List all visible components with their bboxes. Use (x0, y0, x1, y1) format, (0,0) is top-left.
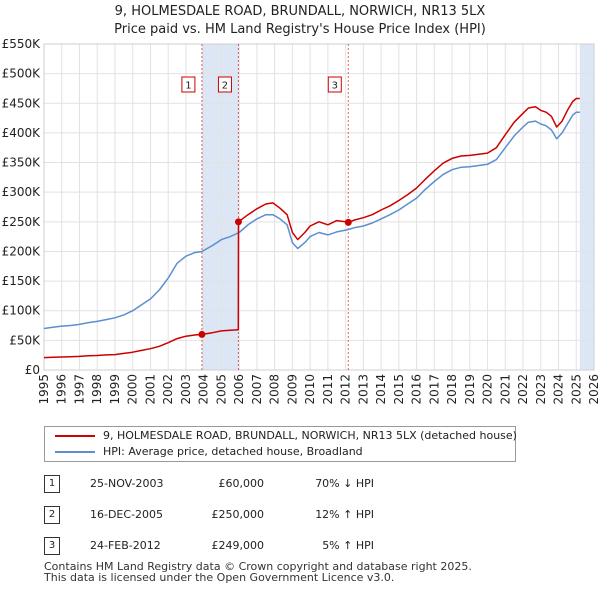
y-tick-label: £400K (2, 126, 42, 140)
sale-point (234, 218, 242, 226)
legend-swatch-hpi (55, 451, 95, 453)
transaction-hpi: 5% ↑ HPI (322, 539, 374, 552)
shaded-region (201, 44, 239, 370)
title-line-1: 9, HOLMESDALE ROAD, BRUNDALL, NORWICH, N… (114, 4, 486, 19)
footer-line-2: This data is licensed under the Open Gov… (44, 571, 395, 584)
marker-box (181, 76, 196, 93)
marker-label: 2 (222, 81, 228, 92)
legend: 9, HOLMESDALE ROAD, BRUNDALL, NORWICH, N… (44, 426, 517, 462)
x-tick-label: 2010 (303, 374, 317, 405)
plot-border (43, 43, 595, 371)
x-tick-label: 2020 (481, 374, 495, 405)
x-tick-label: 2005 (214, 374, 228, 405)
x-tick-label: 2004 (197, 374, 211, 405)
marker-label: 3 (332, 81, 338, 92)
footer-line-1: Contains HM Land Registry data © Crown c… (44, 560, 472, 573)
y-tick-label: £450K (2, 96, 42, 110)
x-tick-label: 1997 (72, 374, 86, 405)
transaction-hpi: 12% ↑ HPI (315, 508, 374, 521)
legend-label-property: 9, HOLMESDALE ROAD, BRUNDALL, NORWICH, N… (103, 429, 517, 442)
sale-point (198, 330, 206, 338)
x-tick-label: 1996 (55, 374, 69, 405)
transaction-price: £60,000 (218, 477, 265, 490)
x-tick-label: 2001 (143, 374, 157, 405)
y-tick-label: £200K (2, 244, 42, 258)
price-chart: £0 £50K £100K £150K £200K £250K £300K £350K £400… (2, 37, 600, 405)
x-tick-label: 2009 (285, 374, 299, 405)
transaction-date: 24-FEB-2012 (90, 539, 161, 552)
plot-area (44, 44, 594, 370)
y-tick-label: £100K (2, 304, 42, 318)
sale-point (344, 218, 352, 226)
transaction-price: £249,000 (211, 539, 265, 552)
transaction-date: 16-DEC-2005 (90, 508, 164, 521)
x-tick-label: 2007 (250, 374, 264, 405)
x-tick-label: 2022 (516, 374, 530, 405)
x-tick-label: 2026 (587, 374, 600, 405)
y-tick-label: £0 (25, 363, 40, 377)
x-tick-label: 1995 (37, 374, 51, 405)
x-tick-label: 2017 (427, 374, 441, 405)
transaction-number: 2 (44, 506, 60, 524)
x-tick-label: 2006 (232, 374, 246, 405)
x-tick-label: 2013 (356, 374, 370, 405)
x-tick-label: 2014 (374, 374, 388, 405)
x-tick-label: 2021 (498, 374, 512, 405)
marker-label: 1 (185, 81, 191, 92)
hpi-series-line (43, 111, 580, 330)
y-tick-label: £500K (2, 67, 42, 81)
transaction-number: 3 (44, 537, 60, 555)
y-tick-label: £350K (2, 156, 42, 170)
x-tick-label: 2008 (268, 374, 282, 405)
y-tick-label: £150K (2, 274, 42, 288)
x-tick-label: 2025 (569, 374, 583, 405)
legend-swatch-property (55, 435, 95, 437)
x-tick-label: 2003 (179, 374, 193, 405)
marker-box (327, 76, 342, 93)
y-tick-label: £250K (2, 215, 42, 229)
table-row: 3 24-FEB-2012 £249,000 5% ↑ HPI (44, 535, 544, 557)
x-tick-label: 2016 (410, 374, 424, 405)
x-tick-label: 2024 (552, 374, 566, 405)
x-tick-label: 2018 (445, 374, 459, 405)
transaction-number: 1 (44, 475, 60, 493)
x-tick-label: 1998 (90, 374, 104, 405)
x-tick-label: 2012 (339, 374, 353, 405)
marker-box (217, 76, 232, 93)
x-tick-label: 2000 (126, 374, 140, 405)
transaction-price: £250,000 (211, 508, 265, 521)
chart-title: 9, HOLMESDALE ROAD, BRUNDALL, NORWICH, N… (0, 3, 600, 39)
y-tick-label: £300K (2, 185, 42, 199)
x-tick-label: 2011 (321, 374, 335, 405)
x-tick-label: 2019 (463, 374, 477, 405)
property-series-line (43, 97, 580, 359)
x-tick-label: 2015 (392, 374, 406, 405)
title-line-2: Price paid vs. HM Land Registry's House … (114, 22, 486, 37)
table-row: 1 25-NOV-2003 £60,000 70% ↓ HPI (44, 473, 544, 495)
x-tick-label: 1999 (108, 374, 122, 405)
x-tick-label: 2002 (161, 374, 175, 405)
y-tick-label: £50K (9, 333, 41, 347)
transaction-hpi: 70% ↓ HPI (315, 477, 374, 490)
table-row: 2 16-DEC-2005 £250,000 12% ↑ HPI (44, 504, 544, 526)
footer: Contains HM Land Registry data © Crown c… (44, 561, 472, 583)
legend-label-hpi: HPI: Average price, detached house, Broa… (103, 445, 363, 458)
transaction-date: 25-NOV-2003 (90, 477, 164, 490)
shaded-region (579, 44, 594, 370)
x-tick-label: 2023 (534, 374, 548, 405)
y-tick-label: £550K (2, 37, 42, 51)
